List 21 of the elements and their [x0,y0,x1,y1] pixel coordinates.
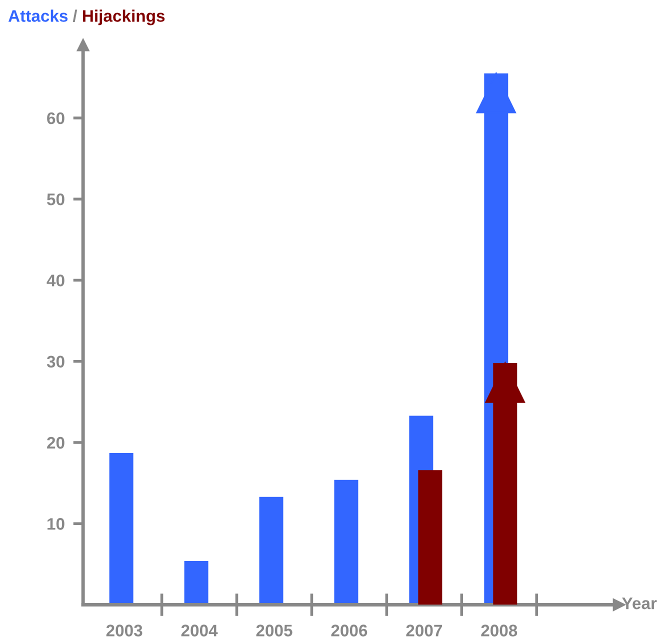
bar [334,480,358,605]
y-tick-label: 60 [47,112,64,124]
text: / [72,10,78,22]
bar [109,453,134,605]
x-tick-label: 2008 [481,624,518,636]
bar [418,470,442,605]
bar [259,496,284,605]
x-tick-label: 2007 [406,624,442,636]
x-tick-label: 2006 [331,624,368,636]
text: Year [622,598,657,610]
y-tick-label: 40 [46,274,64,286]
y-tick-label: 20 [47,436,64,449]
text: Hijackings [83,10,165,26]
y-tick-label: 50 [47,193,64,206]
x-tick-label: 2005 [256,624,292,636]
y-tick-label: 10 [48,518,64,530]
x-tick-label: 2004 [181,624,218,636]
text: Attacks [8,10,68,22]
y-tick-label: 30 [46,356,64,368]
x-tick-label: 2003 [106,624,142,636]
bar [184,560,208,605]
